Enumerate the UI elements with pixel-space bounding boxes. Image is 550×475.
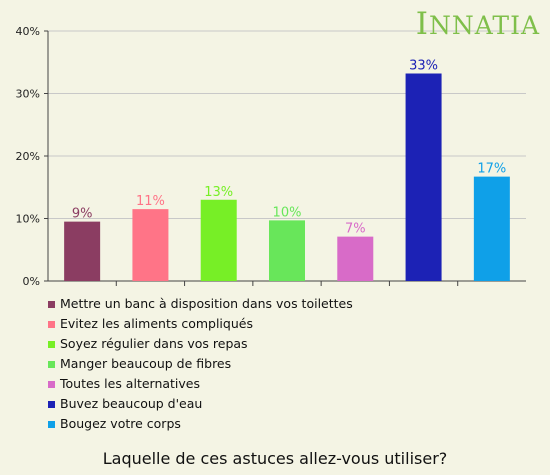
- bar: [64, 221, 101, 281]
- legend-item: Bougez votre corps: [48, 414, 353, 434]
- legend-item: Manger beaucoup de fibres: [48, 354, 353, 374]
- bar: [405, 73, 442, 281]
- bar-value-label: 9%: [72, 207, 93, 222]
- legend-swatch: [48, 300, 55, 308]
- legend-label: Bougez votre corps: [60, 416, 181, 431]
- legend-item: Buvez beaucoup d'eau: [48, 394, 353, 414]
- legend-label: Evitez les aliments compliqués: [60, 316, 253, 331]
- legend-label: Soyez régulier dans vos repas: [60, 336, 248, 351]
- innatia-logo: INNATIA: [415, 6, 540, 42]
- bar-value-label: 17%: [477, 162, 506, 177]
- legend-label: Manger beaucoup de fibres: [60, 356, 232, 371]
- y-tick-label: 0%: [23, 275, 40, 288]
- bar: [200, 199, 237, 281]
- legend-swatch: [48, 360, 55, 368]
- chart-legend: Mettre un banc à disposition dans vos to…: [48, 294, 353, 434]
- bar-chart: 0% 10% 20% 30% 40% 9% 11% 13% 10% 7% 33% 17%: [16, 25, 526, 288]
- bar: [269, 220, 305, 281]
- legend-item: Mettre un banc à disposition dans vos to…: [48, 294, 353, 314]
- bar: [337, 236, 374, 281]
- legend-swatch: [48, 320, 55, 328]
- legend-label: Mettre un banc à disposition dans vos to…: [60, 296, 353, 311]
- bar-value-label: 13%: [204, 185, 233, 200]
- bar-value-label: 7%: [345, 222, 366, 237]
- legend-swatch: [48, 400, 55, 408]
- legend-item: Soyez régulier dans vos repas: [48, 334, 353, 354]
- bar: [473, 176, 510, 281]
- legend-swatch: [48, 420, 55, 428]
- y-tick-label: 10%: [16, 213, 40, 226]
- legend-item: Toutes les alternatives: [48, 374, 353, 394]
- legend-item: Evitez les aliments compliqués: [48, 314, 353, 334]
- legend-label: Buvez beaucoup d'eau: [60, 396, 203, 411]
- legend-swatch: [48, 380, 55, 388]
- bar-value-label: 10%: [273, 205, 302, 220]
- bar: [132, 209, 169, 281]
- legend-swatch: [48, 340, 55, 348]
- y-tick-label: 30%: [16, 88, 40, 101]
- y-tick-label: 40%: [16, 25, 40, 38]
- legend-label: Toutes les alternatives: [60, 376, 201, 391]
- bar-value-label: 33%: [409, 59, 438, 74]
- y-tick-label: 20%: [16, 150, 40, 163]
- poll-question: Laquelle de ces astuces allez-vous utili…: [102, 449, 448, 468]
- bar-value-label: 11%: [136, 194, 165, 209]
